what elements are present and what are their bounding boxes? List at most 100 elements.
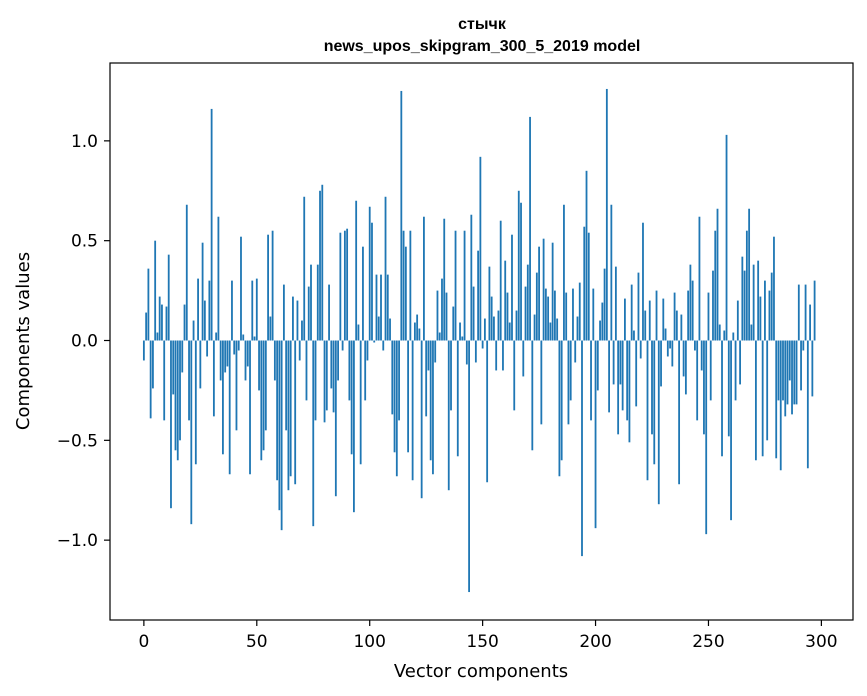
bar-69 [298,340,301,361]
bar-209 [614,266,617,341]
bar-264 [739,340,741,385]
bar-274 [761,340,764,457]
bar-96 [359,340,362,465]
bar-179 [547,296,550,341]
bar-219 [637,272,640,341]
bar-200 [594,340,597,529]
bar-27 [203,300,206,341]
bar-280 [775,340,778,459]
bar-185 [560,340,563,461]
bar-151 [483,318,486,341]
bar-249 [705,340,708,535]
bar-55 [267,234,269,341]
bar-282 [779,340,782,471]
bar-268 [748,208,751,341]
bar-103 [375,274,378,341]
bar-105 [380,274,382,341]
bar-50 [255,278,258,341]
bar-31 [212,340,215,417]
bar-156 [495,340,498,371]
bar-227 [655,290,658,341]
bar-210 [617,340,620,435]
bar-158 [499,220,502,341]
bar-295 [809,304,811,341]
bar-195 [583,226,586,341]
bar-73 [307,286,310,341]
bar-218 [635,340,638,407]
bar-20 [188,340,190,421]
x-tick-label: 250 [692,632,724,652]
bar-92 [350,340,353,455]
bar-235 [673,292,676,341]
bar-29 [208,280,211,341]
bar-102 [373,340,376,343]
bar-106 [382,340,385,351]
bar-75 [312,340,315,527]
bar-68 [296,300,299,341]
bar-142 [463,230,466,341]
bar-0 [142,340,145,361]
bar-194 [581,340,583,557]
bar-30 [210,108,213,341]
bar-17 [181,340,184,373]
bar-216 [630,284,633,341]
bar-41 [235,340,238,431]
bar-127 [429,340,432,461]
bar-99 [366,340,369,361]
bar-95 [357,324,360,341]
bar-112 [395,340,398,477]
bar-135 [447,340,450,491]
bar-4 [152,340,154,389]
bar-90 [346,228,349,341]
bar-272 [757,260,760,341]
bar-262 [734,340,737,401]
bar-164 [513,340,516,411]
bar-212 [621,340,624,411]
bar-54 [264,340,267,431]
bar-146 [472,286,475,341]
bar-66 [292,296,294,341]
bar-231 [664,328,667,341]
bar-291 [800,340,802,391]
bar-260 [730,340,732,521]
bar-241 [687,290,690,341]
bar-189 [569,340,572,401]
bar-137 [452,306,455,341]
chart-subtitle: news_upos_skipgram_300_5_2019 model [324,38,641,55]
bar-35 [222,340,224,455]
bar-22 [192,320,195,341]
bar-217 [633,330,635,341]
bar-287 [791,340,793,415]
bar-167 [520,202,522,341]
bar-263 [736,300,739,341]
bar-24 [197,278,199,341]
bar-144 [468,340,470,593]
bar-140 [459,322,461,341]
bar-230 [662,298,665,341]
bar-257 [723,330,726,341]
y-axis-label: Components values [13,252,34,430]
bar-170 [526,264,529,341]
bar-77 [316,264,319,341]
x-tick-label: 100 [353,632,385,652]
bar-93 [353,340,355,513]
bar-121 [416,314,419,341]
bar-281 [777,340,780,401]
bar-64 [287,340,290,491]
bar-12 [170,340,172,509]
bar-243 [691,280,694,341]
bar-283 [782,340,784,401]
bar-176 [540,340,543,425]
bar-223 [646,340,649,481]
bar-123 [420,340,423,499]
bar-80 [323,340,326,423]
bar-83 [330,340,333,389]
bar-201 [596,340,599,391]
bar-177 [542,238,545,341]
bar-65 [289,340,292,477]
bar-193 [578,282,581,341]
bar-97 [362,246,364,341]
plot-frame [109,62,854,621]
bar-9 [163,340,166,421]
bar-87 [339,232,342,341]
